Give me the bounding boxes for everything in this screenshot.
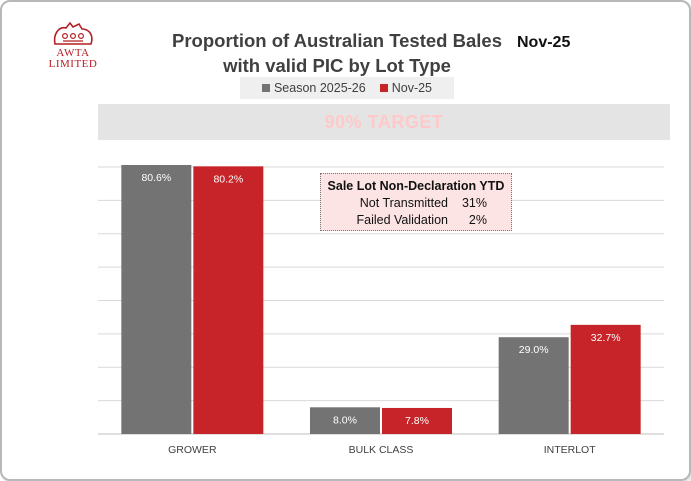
bar-data-label: 32.7% <box>591 332 621 344</box>
bar-season <box>121 164 192 434</box>
bar-data-label: 29.0% <box>519 344 549 356</box>
legend-label-month: Nov-25 <box>391 81 433 95</box>
bar-data-label: 80.2% <box>213 173 243 185</box>
x-tick-label: INTERLOT <box>544 444 597 456</box>
logo-line2: LIMITED <box>48 58 98 70</box>
legend-item-month: Nov-25 <box>379 81 433 95</box>
awta-logo: AWTA LIMITED <box>46 20 100 70</box>
x-tick-label: GROWER <box>168 444 217 456</box>
chart-title-line2: with valid PIC by Lot Type <box>223 55 451 76</box>
bar-season <box>498 337 569 434</box>
chart-title: Proportion of Australian Tested Bales wi… <box>142 28 532 78</box>
bar-data-label: 7.8% <box>405 415 429 427</box>
chart-title-line1: Proportion of Australian Tested Bales <box>172 30 502 51</box>
bar-month <box>193 166 264 434</box>
ytd-row-value: 31% <box>461 196 487 210</box>
legend-label-season: Season 2025-26 <box>273 81 366 95</box>
ytd-row-not-transmitted: Not Transmitted 31% <box>321 195 511 212</box>
bar-month <box>570 324 641 434</box>
bar-month <box>382 407 452 434</box>
legend-swatch-season <box>261 84 270 92</box>
legend-swatch-month <box>379 84 388 92</box>
logo-line1: AWTA <box>56 47 90 59</box>
legend-item-season: Season 2025-26 <box>261 81 366 95</box>
ytd-annotation-box: Sale Lot Non-Declaration YTD Not Transmi… <box>320 173 512 231</box>
bar-data-label: 80.6% <box>141 172 171 184</box>
bar-season <box>310 407 380 434</box>
ytd-row-label: Not Transmitted <box>359 196 448 210</box>
target-band: 90% TARGET <box>98 104 670 140</box>
ytd-row-failed-validation: Failed Validation 2% <box>321 212 511 229</box>
ytd-row-value: 2% <box>468 213 487 227</box>
target-label: 90% TARGET <box>324 111 444 132</box>
awta-crest-icon <box>53 21 93 45</box>
x-tick-label: BULK CLASS <box>349 444 414 456</box>
ytd-title: Sale Lot Non-Declaration YTD <box>327 179 505 193</box>
bar-data-label: 8.0% <box>333 414 357 426</box>
ytd-row-label: Failed Validation <box>356 213 449 227</box>
period-label: Nov-25 <box>517 34 571 51</box>
chart-legend: Season 2025-26 Nov-25 <box>240 77 454 99</box>
